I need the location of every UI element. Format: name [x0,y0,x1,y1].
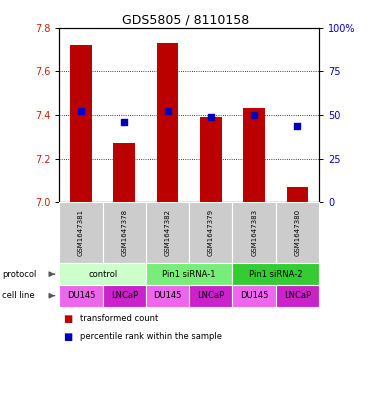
Text: GSM1647380: GSM1647380 [295,209,301,256]
Bar [243,108,265,202]
Text: DU145: DU145 [153,291,182,300]
Text: GDS5805 / 8110158: GDS5805 / 8110158 [122,14,249,27]
Bar [70,45,92,202]
Text: percentile rank within the sample: percentile rank within the sample [80,332,222,341]
Text: Pin1 siRNA-2: Pin1 siRNA-2 [249,270,302,279]
Bar [157,43,178,202]
Text: control: control [88,270,117,279]
Text: GSM1647381: GSM1647381 [78,209,84,256]
Point [121,118,127,125]
Bar [114,143,135,202]
Text: protocol: protocol [2,270,36,279]
Text: GSM1647382: GSM1647382 [165,209,171,256]
Text: GSM1647383: GSM1647383 [251,209,257,256]
Text: LNCaP: LNCaP [284,291,311,300]
Bar [200,117,222,202]
Point [208,114,214,120]
Text: GSM1647378: GSM1647378 [121,209,127,256]
Text: DU145: DU145 [67,291,95,300]
Text: ■: ■ [63,332,72,342]
Text: Pin1 siRNA-1: Pin1 siRNA-1 [162,270,216,279]
Text: DU145: DU145 [240,291,268,300]
Text: ■: ■ [63,314,72,324]
Bar [286,187,308,202]
Text: transformed count: transformed count [80,314,158,323]
Text: LNCaP: LNCaP [111,291,138,300]
Point [78,107,84,114]
Point [251,112,257,118]
Point [165,107,171,114]
Text: cell line: cell line [2,291,35,300]
Text: LNCaP: LNCaP [197,291,224,300]
Point [295,123,301,129]
Text: GSM1647379: GSM1647379 [208,209,214,256]
